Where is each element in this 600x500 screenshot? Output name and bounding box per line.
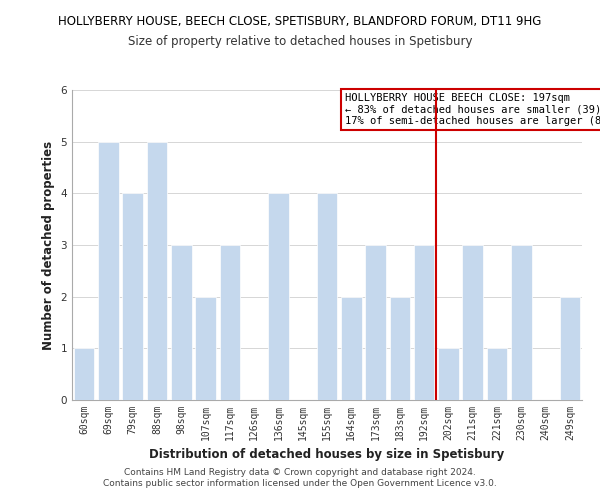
Bar — [220, 245, 240, 400]
Bar — [365, 245, 386, 400]
Text: Contains HM Land Registry data © Crown copyright and database right 2024.
Contai: Contains HM Land Registry data © Crown c… — [103, 468, 497, 487]
Bar — [341, 296, 362, 400]
Bar — [146, 142, 167, 400]
Bar — [463, 245, 483, 400]
Bar — [389, 296, 410, 400]
Text: Size of property relative to detached houses in Spetisbury: Size of property relative to detached ho… — [128, 35, 472, 48]
Bar — [171, 245, 191, 400]
Bar — [98, 142, 119, 400]
Bar — [122, 194, 143, 400]
Bar — [438, 348, 459, 400]
Bar — [511, 245, 532, 400]
X-axis label: Distribution of detached houses by size in Spetisbury: Distribution of detached houses by size … — [149, 448, 505, 462]
Bar — [317, 194, 337, 400]
Y-axis label: Number of detached properties: Number of detached properties — [42, 140, 55, 350]
Bar — [195, 296, 216, 400]
Bar — [560, 296, 580, 400]
Bar — [414, 245, 434, 400]
Text: HOLLYBERRY HOUSE BEECH CLOSE: 197sqm
← 83% of detached houses are smaller (39)
1: HOLLYBERRY HOUSE BEECH CLOSE: 197sqm ← 8… — [345, 93, 600, 126]
Bar — [487, 348, 508, 400]
Text: HOLLYBERRY HOUSE, BEECH CLOSE, SPETISBURY, BLANDFORD FORUM, DT11 9HG: HOLLYBERRY HOUSE, BEECH CLOSE, SPETISBUR… — [58, 15, 542, 28]
Bar — [74, 348, 94, 400]
Bar — [268, 194, 289, 400]
